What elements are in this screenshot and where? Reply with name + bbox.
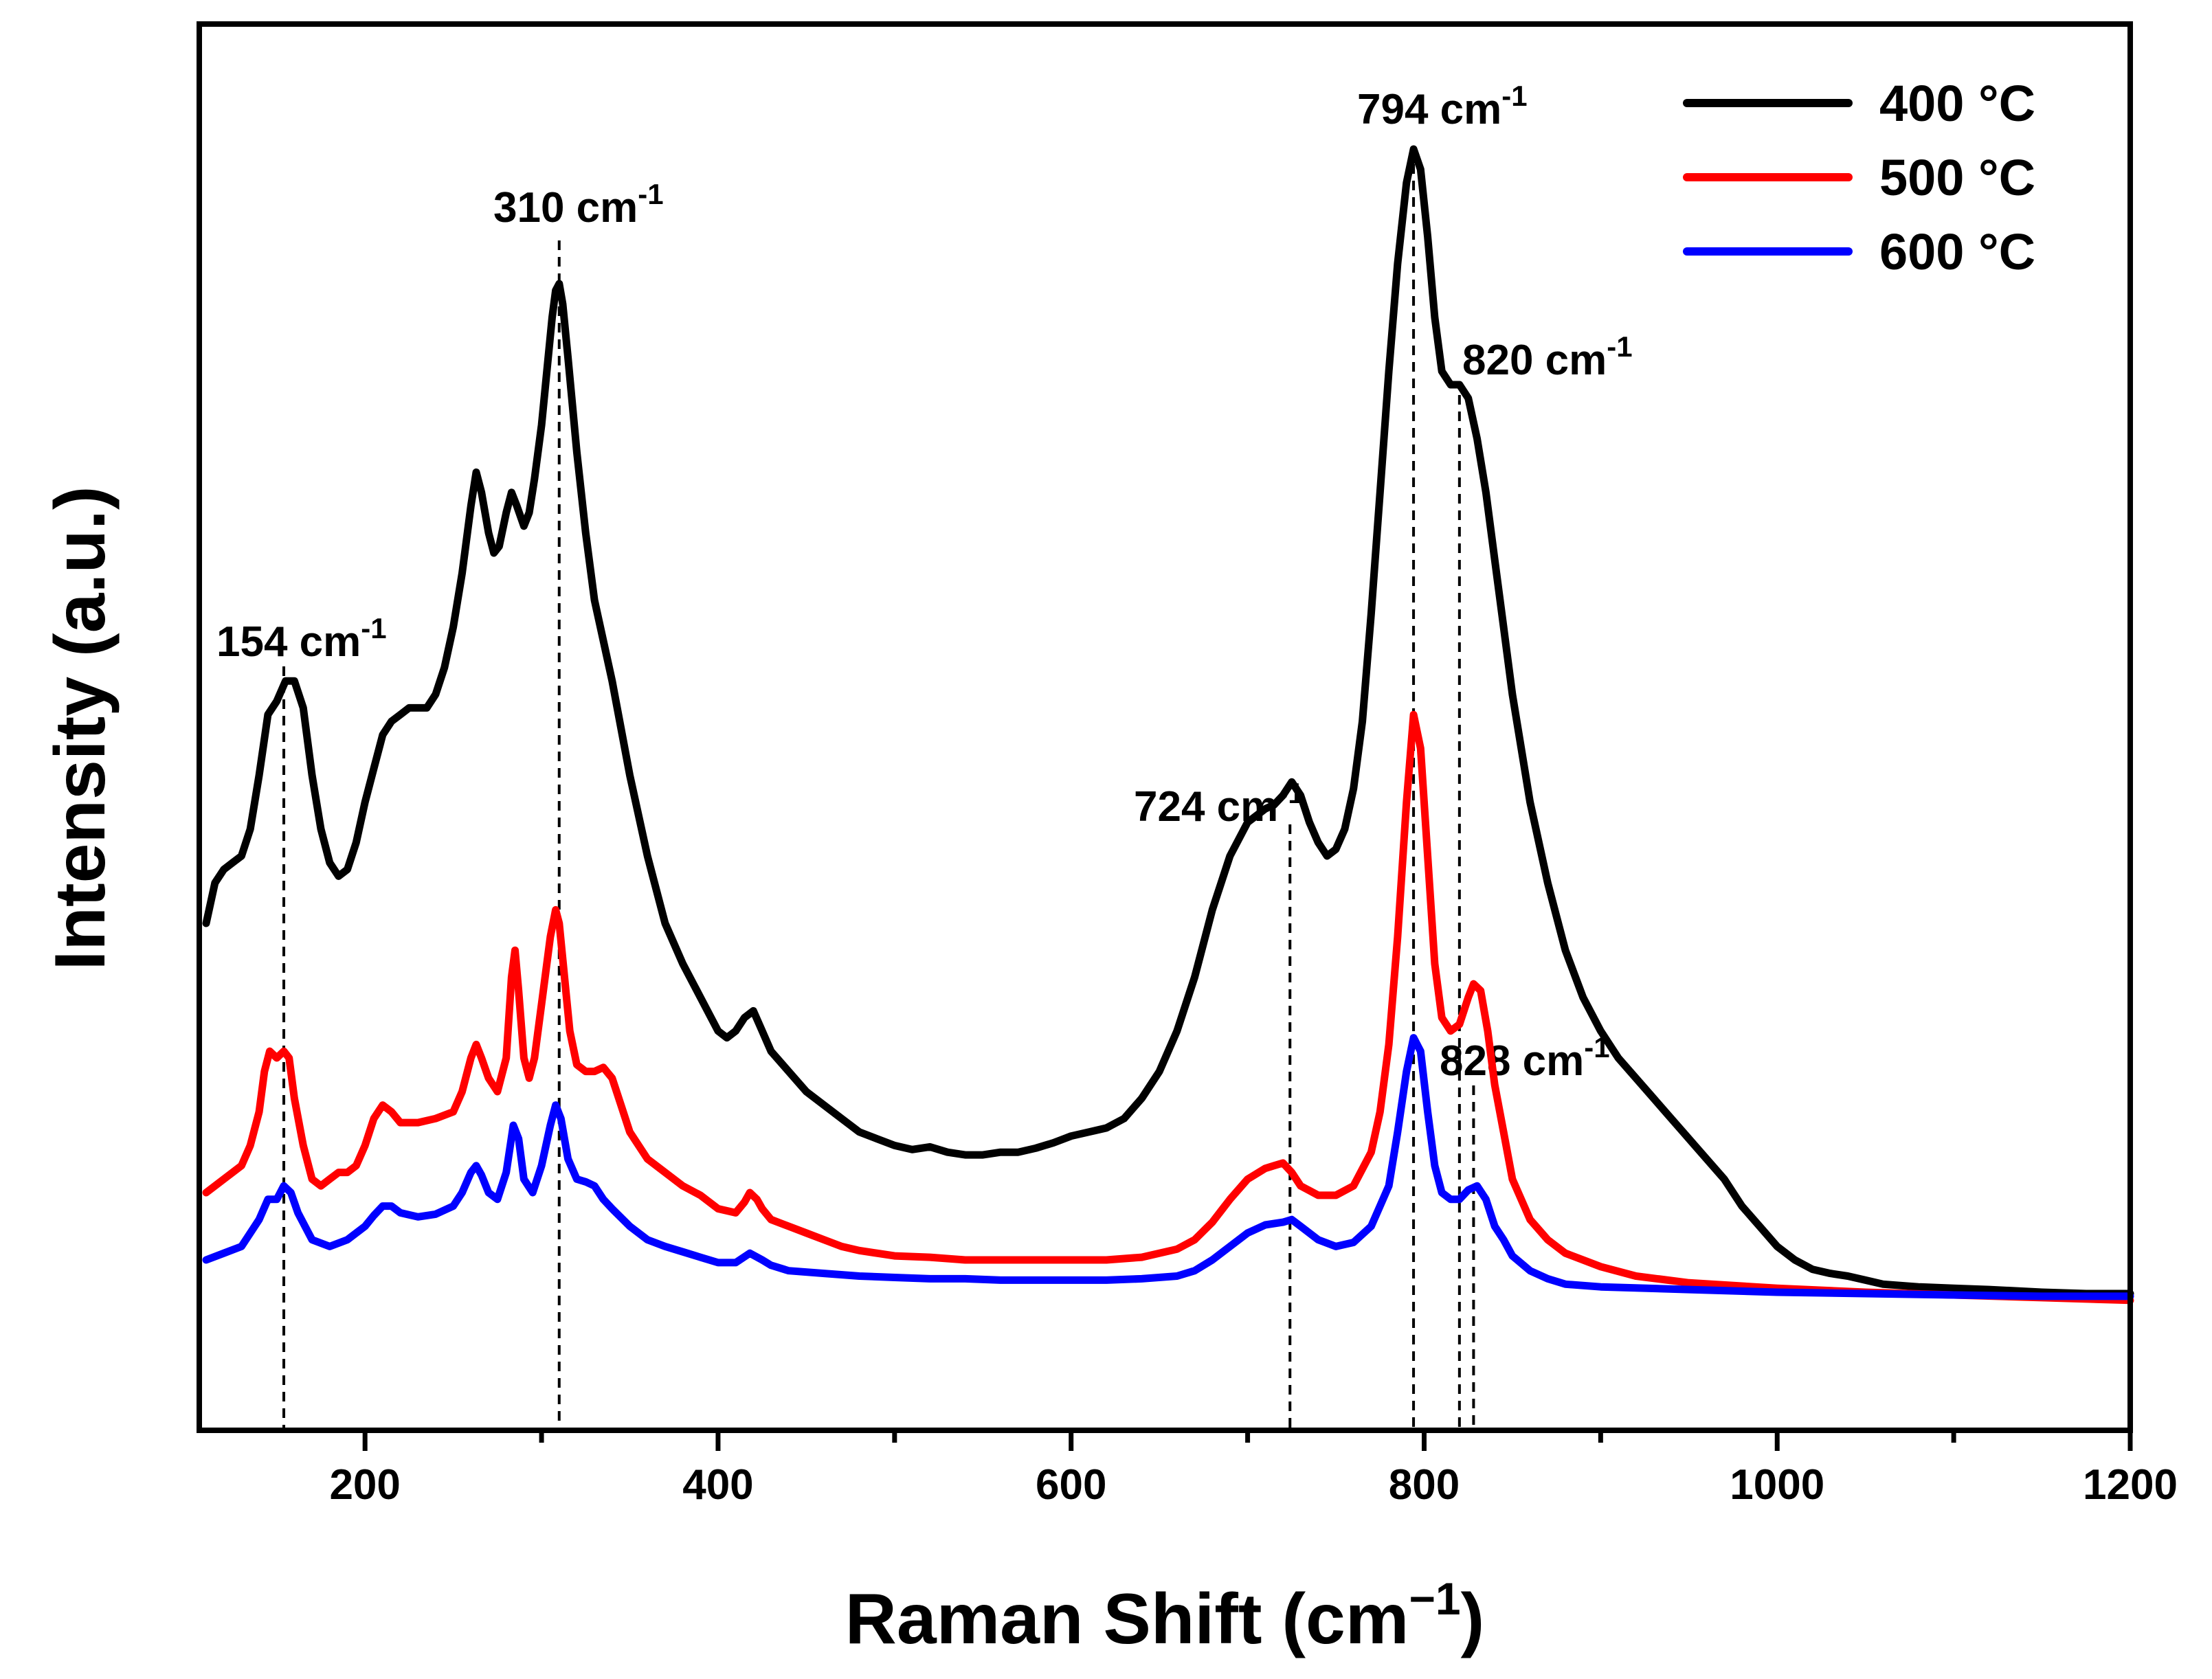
peak-label-310: 310 cm-1 [493,178,664,232]
plot-frame [197,21,2133,1433]
x-tick-label: 1200 [2083,1461,2178,1509]
x-axis-title-superscript: −1 [1409,1573,1460,1624]
legend-label-1: 400 °C [1879,75,2035,132]
peak-label-794: 794 cm-1 [1357,80,1528,133]
legend-label-3: 600 °C [1879,223,2035,280]
series-line-3 [202,1034,2134,1300]
peak-label-text: 828 cm [1440,1037,1584,1085]
legend-label-2: 500 °C [1879,149,2035,206]
peak-label-superscript: -1 [361,612,386,644]
series-layer [202,145,2134,1305]
y-axis-title: Intensity (a.u.) [41,486,120,971]
x-axis-title: Raman Shift (cm−1) [845,1573,1484,1659]
x-tick-label: 200 [329,1461,400,1509]
peak-label-154: 154 cm-1 [216,612,387,666]
x-tick-label: 400 [682,1461,753,1509]
series-line-1 [202,145,2134,1298]
series-line-2 [202,710,2134,1305]
x-axis-title-main: Raman Shift (cm [845,1579,1409,1659]
x-axis-ticks: 200 400 600 800 1000 1200 [329,1430,2178,1509]
peak-label-828: 828 cm-1 [1440,1031,1610,1085]
peak-label-text: 310 cm [493,184,638,232]
x-tick-label: 1000 [1730,1461,1824,1509]
peak-label-text: 724 cm [1134,783,1278,831]
peak-label-text: 820 cm [1462,337,1607,384]
x-tick-label: 800 [1389,1461,1460,1509]
peak-label-text: 794 cm [1357,86,1501,133]
peak-label-superscript: -1 [638,178,663,210]
x-tick-label: 600 [1036,1461,1106,1509]
legend: 400 °C 500 °C 600 °C [1683,75,2035,280]
peak-label-text: 154 cm [216,618,361,666]
peak-label-superscript: -1 [1607,330,1632,363]
x-axis-title-close: ) [1461,1579,1485,1659]
peak-label-820: 820 cm-1 [1462,330,1633,384]
peak-label-superscript: -1 [1501,80,1527,112]
